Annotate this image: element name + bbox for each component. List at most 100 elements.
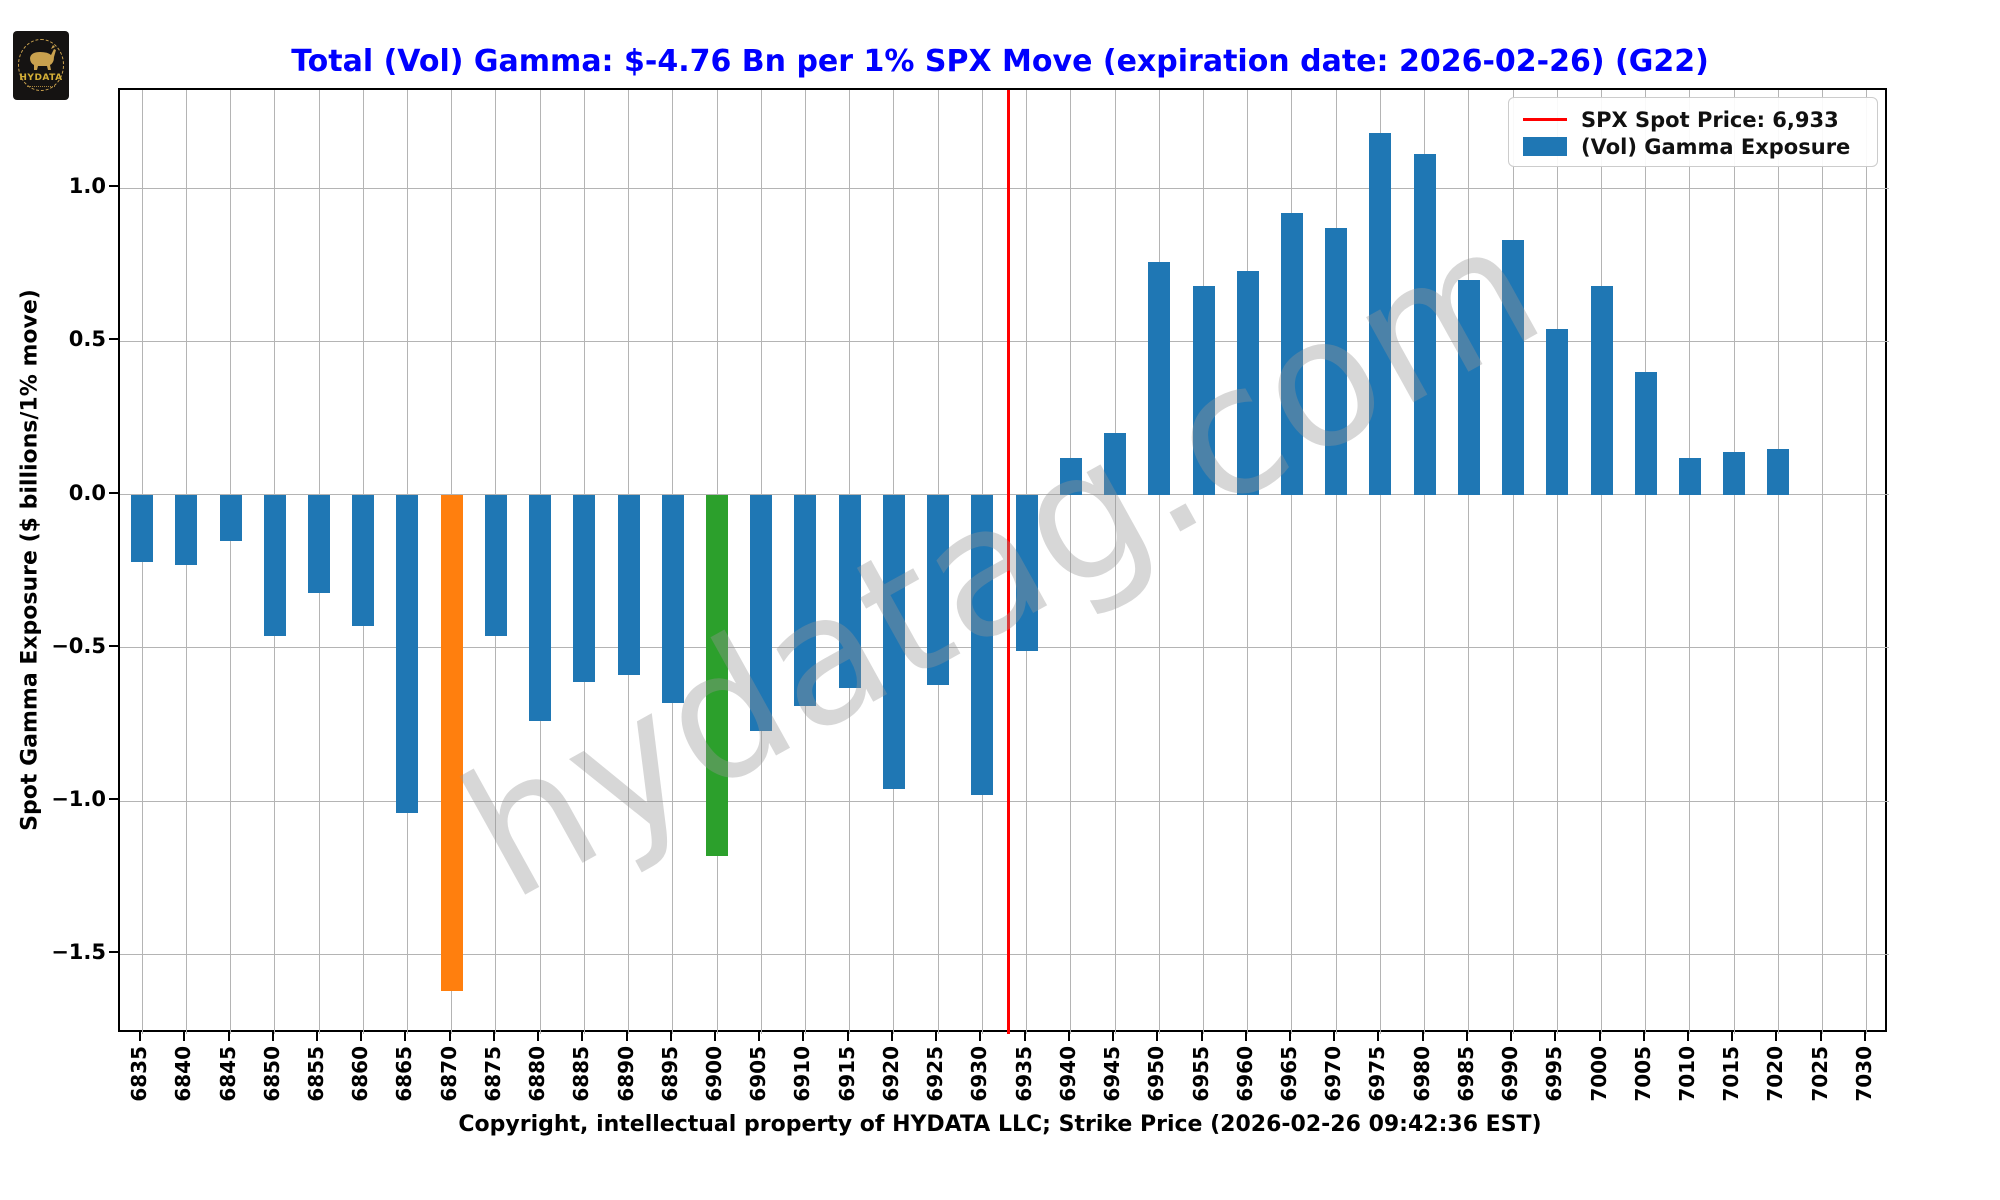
bull-icon	[30, 45, 56, 70]
y-gridline	[120, 647, 1889, 649]
x-tick-label: 6955	[1188, 1046, 1213, 1102]
x-gridline	[1070, 90, 1072, 1034]
x-tick-mark	[1156, 1032, 1159, 1041]
y-gridline	[120, 494, 1889, 496]
chart-title: Total (Vol) Gamma: $-4.76 Bn per 1% SPX …	[291, 44, 1709, 79]
x-tick-mark	[669, 1032, 672, 1041]
hydata-logo: HYDATA	[13, 31, 69, 100]
x-tick-label: 6970	[1321, 1046, 1346, 1102]
y-gridline	[120, 800, 1889, 802]
x-tick-label: 7015	[1719, 1046, 1744, 1102]
y-tick-label: −1.5	[51, 940, 106, 965]
x-tick-label: 6865	[392, 1046, 417, 1102]
y-tick-label: 0.5	[68, 327, 106, 352]
x-gridline	[1601, 90, 1603, 1034]
bar-7015	[1723, 451, 1746, 495]
x-tick-mark	[714, 1032, 717, 1041]
bar-6860	[352, 494, 375, 627]
x-tick-label: 6910	[790, 1046, 815, 1102]
x-tick-mark	[758, 1032, 761, 1041]
x-tick-mark	[890, 1032, 893, 1041]
x-tick-mark	[1731, 1032, 1734, 1041]
x-tick-label: 6860	[348, 1046, 373, 1102]
x-tick-mark	[935, 1032, 938, 1041]
x-gridline	[1468, 90, 1470, 1034]
x-tick-mark	[1510, 1032, 1513, 1041]
legend-item-gamma-exposure: (Vol) Gamma Exposure	[1523, 133, 1865, 160]
bar-6985	[1457, 280, 1480, 495]
x-gridline	[1822, 90, 1824, 1034]
x-tick-mark	[492, 1032, 495, 1041]
bar-6865	[396, 494, 419, 814]
bar-7000	[1590, 286, 1613, 495]
legend-item-spot-price: SPX Spot Price: 6,933	[1523, 106, 1865, 133]
x-tick-mark	[1775, 1032, 1778, 1041]
bar-6845	[219, 494, 242, 541]
x-gridline	[141, 90, 143, 1034]
bar-6850	[263, 494, 286, 636]
bar-6920	[882, 494, 905, 789]
x-gridline	[1291, 90, 1293, 1034]
y-tick-label: −0.5	[51, 633, 106, 658]
bar-6890	[617, 494, 640, 676]
bar-6835	[131, 494, 154, 562]
bar-6895	[661, 494, 684, 703]
logo-brand-text: HYDATA	[19, 73, 63, 83]
bar-6940	[1059, 457, 1082, 495]
y-tick-mark	[109, 338, 118, 341]
x-tick-label: 6960	[1232, 1046, 1257, 1102]
x-tick-label: 6880	[525, 1046, 550, 1102]
bar-6975	[1369, 132, 1392, 495]
x-tick-mark	[1288, 1032, 1291, 1041]
x-tick-mark	[1819, 1032, 1822, 1041]
legend: SPX Spot Price: 6,933 (Vol) Gamma Exposu…	[1508, 97, 1878, 167]
x-tick-label: 6975	[1365, 1046, 1390, 1102]
x-gridline	[1247, 90, 1249, 1034]
x-gridline	[1512, 90, 1514, 1034]
x-gridline	[1733, 90, 1735, 1034]
bar-7005	[1634, 371, 1657, 495]
x-gridline	[1645, 90, 1647, 1034]
x-tick-mark	[1465, 1032, 1468, 1041]
x-tick-mark	[1377, 1032, 1380, 1041]
x-tick-label: 6850	[259, 1046, 284, 1102]
x-tick-label: 7010	[1674, 1046, 1699, 1102]
x-tick-mark	[271, 1032, 274, 1041]
bar-6885	[573, 494, 596, 682]
x-tick-mark	[1067, 1032, 1070, 1041]
x-tick-mark	[1200, 1032, 1203, 1041]
x-tick-mark	[360, 1032, 363, 1041]
x-tick-mark	[1244, 1032, 1247, 1041]
y-tick-mark	[109, 644, 118, 647]
x-tick-mark	[1554, 1032, 1557, 1041]
bar-6900	[706, 494, 729, 857]
x-tick-label: 6985	[1453, 1046, 1478, 1102]
x-gridline	[1203, 90, 1204, 1034]
x-tick-label: 7000	[1586, 1046, 1611, 1102]
bar-6990	[1502, 240, 1525, 495]
red-line-swatch	[1523, 118, 1567, 121]
bar-6875	[484, 494, 507, 636]
x-tick-label: 7030	[1851, 1046, 1876, 1102]
x-tick-label: 6890	[613, 1046, 638, 1102]
bar-6980	[1413, 154, 1436, 495]
y-tick-mark	[109, 798, 118, 801]
x-tick-mark	[404, 1032, 407, 1041]
x-tick-mark	[1598, 1032, 1601, 1041]
x-tick-mark	[183, 1032, 186, 1041]
x-tick-label: 6995	[1542, 1046, 1567, 1102]
bar-6880	[529, 494, 552, 722]
x-tick-label: 7025	[1807, 1046, 1832, 1102]
x-tick-label: 7020	[1763, 1046, 1788, 1102]
bar-6945	[1104, 433, 1127, 495]
x-tick-mark	[846, 1032, 849, 1041]
x-tick-label: 6840	[171, 1046, 196, 1102]
x-gridline	[1424, 90, 1426, 1034]
x-tick-label: 6900	[702, 1046, 727, 1102]
bar-7010	[1678, 457, 1701, 495]
x-tick-mark	[581, 1032, 584, 1041]
x-tick-label: 7005	[1630, 1046, 1655, 1102]
x-tick-mark	[1333, 1032, 1336, 1041]
logo-ring	[18, 39, 64, 91]
x-tick-label: 6895	[657, 1046, 682, 1102]
